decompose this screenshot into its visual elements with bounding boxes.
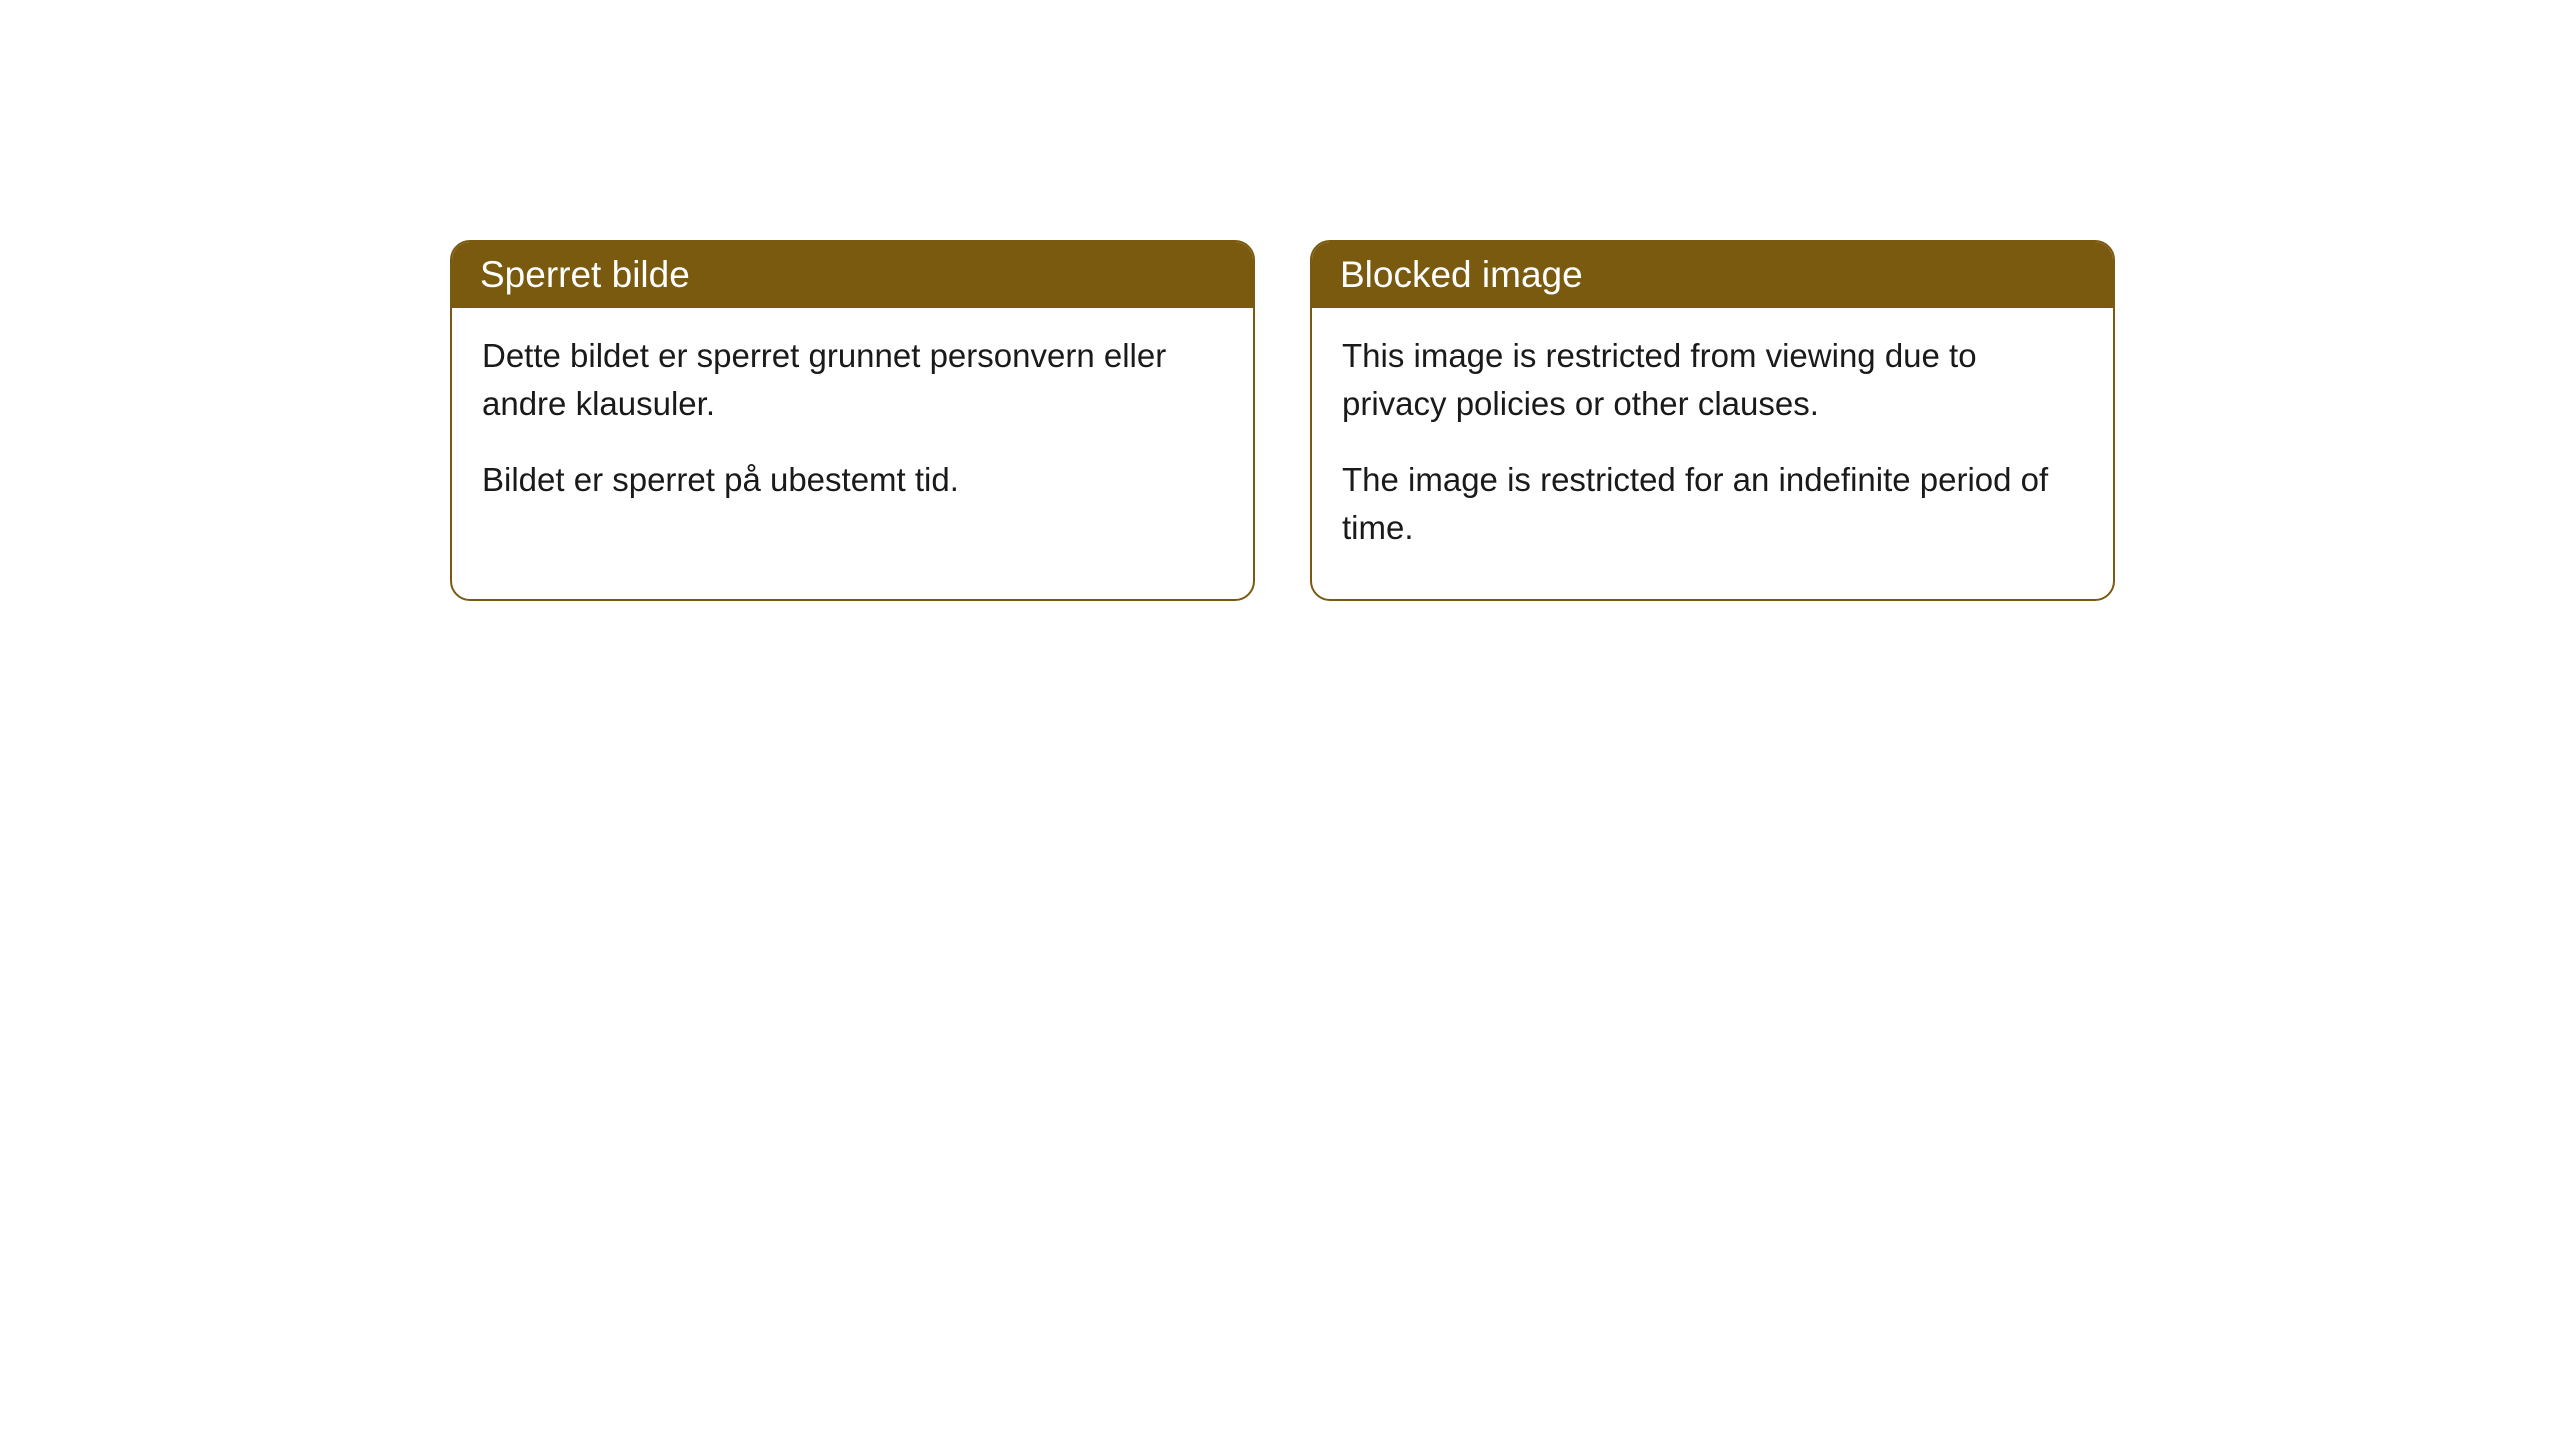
notice-header-english: Blocked image: [1312, 242, 2113, 308]
notice-paragraph: Dette bildet er sperret grunnet personve…: [482, 332, 1223, 428]
notice-title: Blocked image: [1340, 254, 1583, 295]
notice-header-norwegian: Sperret bilde: [452, 242, 1253, 308]
notice-body-norwegian: Dette bildet er sperret grunnet personve…: [452, 308, 1253, 552]
notice-card-english: Blocked image This image is restricted f…: [1310, 240, 2115, 601]
notice-card-norwegian: Sperret bilde Dette bildet er sperret gr…: [450, 240, 1255, 601]
notice-body-english: This image is restricted from viewing du…: [1312, 308, 2113, 599]
notice-paragraph: The image is restricted for an indefinit…: [1342, 456, 2083, 552]
notice-paragraph: This image is restricted from viewing du…: [1342, 332, 2083, 428]
notice-paragraph: Bildet er sperret på ubestemt tid.: [482, 456, 1223, 504]
blocked-image-notices: Sperret bilde Dette bildet er sperret gr…: [450, 240, 2560, 601]
notice-title: Sperret bilde: [480, 254, 690, 295]
